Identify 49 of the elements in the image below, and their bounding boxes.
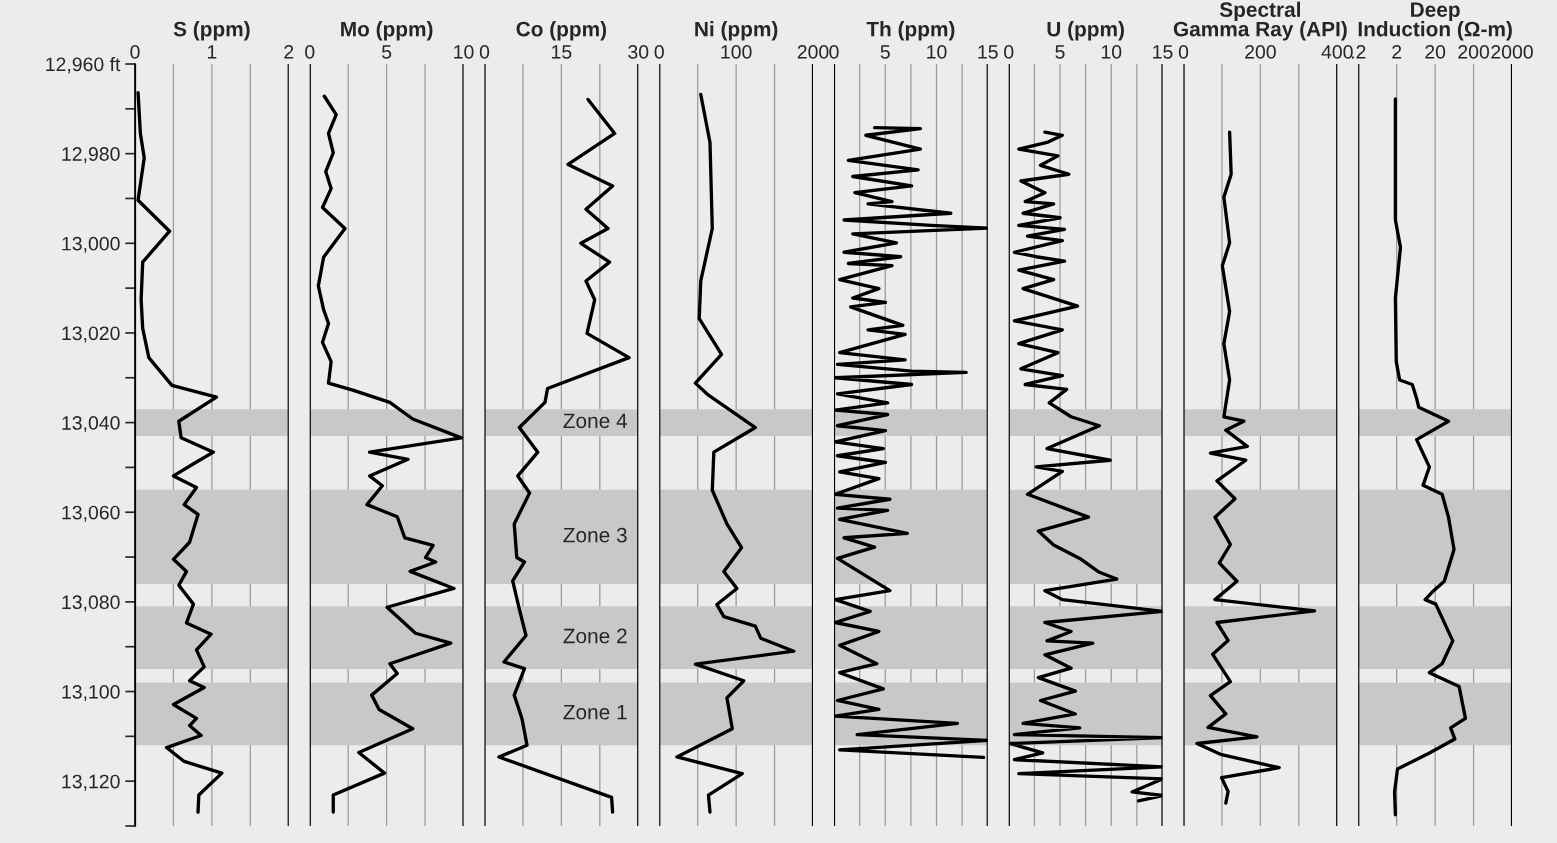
chart-title: U (ppm) (1047, 21, 1124, 41)
x-tick-label: 0 (479, 45, 490, 59)
x-tick-label: 200 (797, 45, 829, 59)
x-tick-label: 2 (1392, 45, 1402, 59)
chart-title: Th (ppm) (866, 21, 955, 41)
x-tick-label: 15 (1153, 45, 1173, 59)
x-tick-label: 30 (628, 45, 649, 59)
x-tick-label: 2000 (1491, 45, 1533, 59)
x-tick-label: 5 (880, 45, 890, 59)
chart-title: Co (ppm) (516, 21, 607, 41)
x-tick-label: 0 (305, 45, 315, 59)
x-tick-label: 200 (1458, 45, 1490, 59)
x-tick-label: .2 (1351, 45, 1366, 59)
y-tick-label: 13,020 (62, 326, 120, 343)
x-tick-label: 15 (552, 45, 572, 59)
x-tick-label: 0 (1178, 45, 1189, 59)
x-tick-label: 200 (1245, 45, 1276, 59)
x-tick-label: 20 (1425, 45, 1446, 59)
x-tick-label: 0 (829, 45, 839, 59)
chart-title: Spectral Gamma Ray (API) (1173, 1, 1347, 41)
x-tick-label: 10 (454, 45, 474, 59)
x-tick-label: 0 (1004, 45, 1014, 59)
band-label: Zone 4 (563, 413, 628, 429)
y-tick-label: 13,080 (62, 595, 120, 612)
x-tick-label: 1 (207, 45, 217, 59)
y-tick-label: 12,960 ft (46, 56, 121, 74)
chart-title: Ni (ppm) (695, 21, 778, 41)
y-tick-label: 13,120 (62, 774, 120, 791)
y-tick-label: 13,100 (62, 685, 120, 702)
chart-title: Deep Induction (Ω-m) (1358, 2, 1512, 41)
x-tick-label: 5 (1055, 45, 1065, 59)
band-label: Zone 3 (563, 527, 627, 543)
y-tick-label: 13,060 (62, 505, 120, 522)
x-tick-label: 100 (721, 45, 752, 59)
x-tick-label: 2 (284, 45, 294, 59)
y-tick-label: 13,000 (62, 236, 120, 253)
y-tick-label: 12,980 (62, 147, 120, 164)
x-tick-label: 400 (1321, 45, 1353, 59)
x-tick-label: 10 (1101, 45, 1122, 59)
x-tick-label: 5 (382, 45, 392, 59)
chart-title: Mo (ppm) (341, 21, 433, 41)
x-tick-label: 0 (130, 45, 140, 59)
band-label: Zone 2 (563, 628, 627, 644)
x-tick-label: 0 (654, 45, 664, 59)
x-tick-label: 10 (927, 45, 947, 59)
x-tick-label: 15 (978, 45, 998, 59)
band-label: Zone 1 (563, 705, 627, 720)
y-tick-label: 13,040 (62, 416, 120, 433)
chart-title: S (ppm) (173, 21, 250, 41)
